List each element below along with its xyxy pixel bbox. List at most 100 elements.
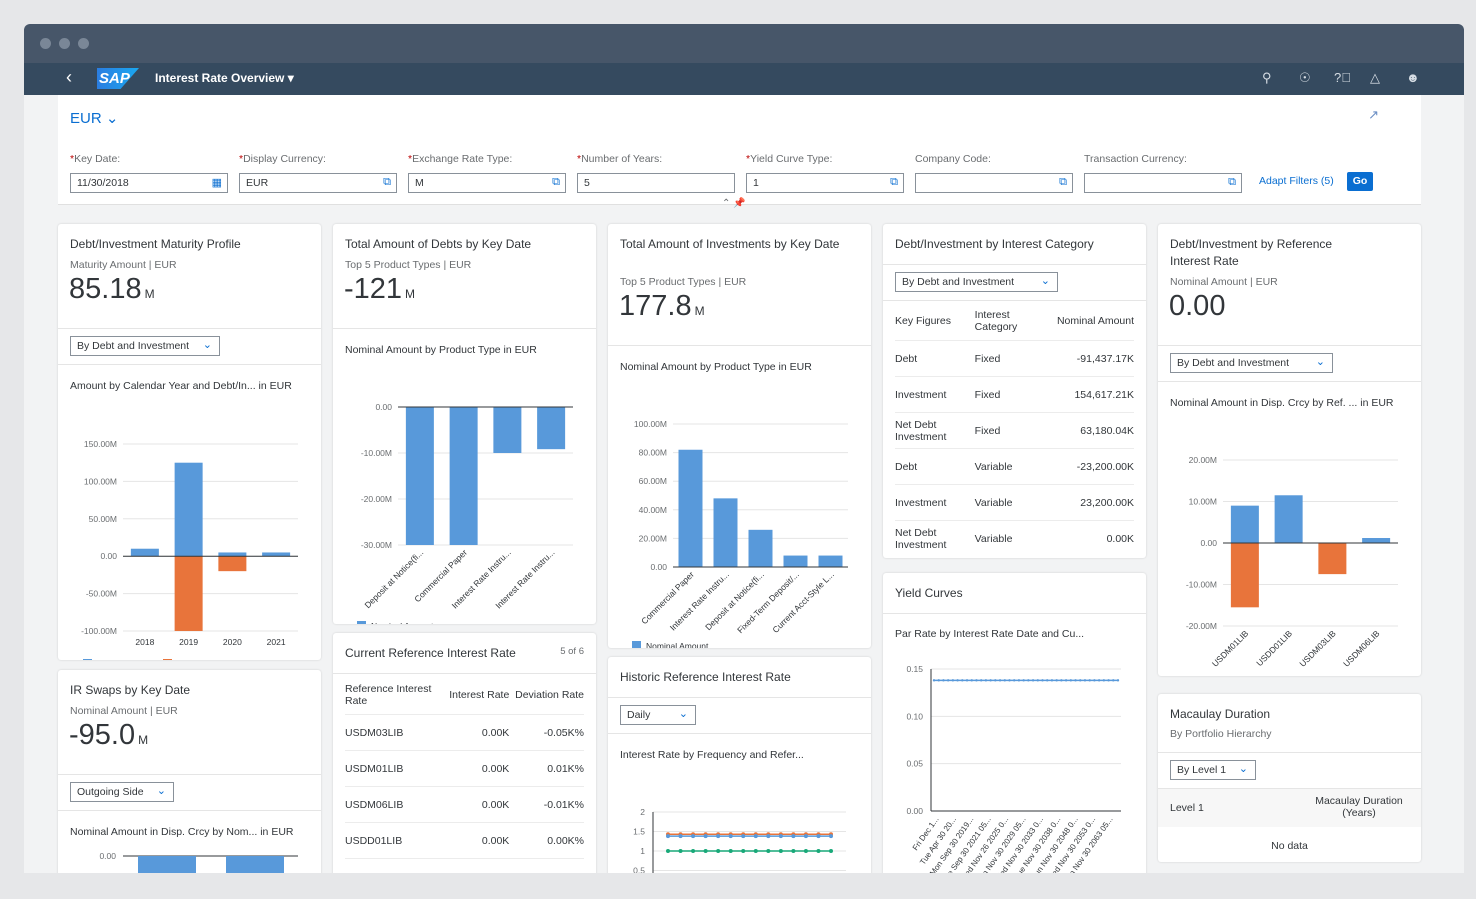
value-help-icon[interactable]: ⧉ [552,176,560,188]
bar[interactable] [174,462,203,557]
data-point[interactable] [1003,679,1006,682]
data-point[interactable] [753,849,758,853]
data-point[interactable] [1112,679,1115,682]
data-point[interactable] [970,679,973,682]
table-row[interactable]: Investment Variable 23,200.00K [895,484,1134,520]
data-point[interactable] [753,834,758,839]
data-point[interactable] [951,679,955,682]
data-point[interactable] [703,834,708,839]
data-point[interactable] [1022,679,1025,682]
data-point[interactable] [1088,679,1091,682]
data-point[interactable] [1013,679,1016,682]
notifications-bell-icon[interactable]: △ [1370,70,1380,85]
table-row[interactable]: Net Debt Investment Variable 0.00K [895,520,1134,556]
table-row[interactable]: USDM06LIB 0.00K -0.01K% [345,786,584,822]
data-point[interactable] [979,679,983,682]
data-point[interactable] [803,849,808,853]
filter-input[interactable]: M ⧉ [408,173,566,193]
bar[interactable] [130,548,159,557]
data-point[interactable] [1036,679,1039,682]
data-point[interactable] [932,679,936,682]
frequency-select[interactable]: Daily ⌄ [620,705,696,725]
data-point[interactable] [816,849,821,853]
bar[interactable] [218,556,247,572]
data-point[interactable] [728,834,733,839]
bar[interactable] [1230,505,1259,543]
data-point[interactable] [1027,679,1030,682]
data-point[interactable] [1050,679,1054,682]
calendar-icon[interactable]: ▦ [211,177,222,189]
data-point[interactable] [998,679,1002,682]
table-row[interactable]: USDM01LIB 0.00K 0.01K% [345,750,584,786]
data-point[interactable] [703,849,708,853]
table-row[interactable]: USDM03LIB 0.00K -0.05K% [345,714,584,750]
adapt-filters-link[interactable]: Adapt Filters (5) [1259,175,1334,187]
bar[interactable] [713,498,738,567]
data-point[interactable] [666,849,670,853]
data-point[interactable] [1017,679,1021,682]
copilot-icon[interactable]: ☉ [1299,70,1311,85]
data-point[interactable] [1074,679,1077,682]
bar[interactable] [1362,538,1391,543]
card-reference-interest-rate[interactable]: Debt/Investment by Reference Interest Ra… [1158,224,1421,676]
bar[interactable] [678,449,703,567]
data-point[interactable] [1008,679,1011,682]
bar[interactable] [493,407,522,453]
filter-input[interactable]: 11/30/2018 ▦ [70,173,228,193]
value-help-icon[interactable]: ⧉ [1059,176,1067,188]
data-point[interactable] [942,679,945,682]
bar[interactable] [537,407,566,450]
data-point[interactable] [1031,679,1035,682]
data-point[interactable] [946,679,950,682]
maturity-bar-chart[interactable]: 150.00M 100.00M 50.00M 0.00 -50.00M -100.00M 2… [58,404,321,660]
value-help-icon[interactable]: ⧉ [1228,176,1236,188]
column-header[interactable]: Nominal Amount [1056,315,1135,327]
column-header[interactable]: Interest Rate [449,689,510,701]
help-icon[interactable]: ?⃝ [1334,70,1351,85]
window-close-dot[interactable] [40,38,51,49]
investments-bar-chart[interactable]: 100.00M80.00M60.00M40.00M20.00M0.00Comme… [608,386,871,648]
legend-swatch[interactable] [83,659,92,660]
legend-swatch[interactable] [357,621,366,624]
maturity-view-select[interactable]: By Debt and Investment ⌄ [70,336,220,356]
bar[interactable] [449,407,478,545]
table-row[interactable]: Investment Fixed 154,617.21K [895,376,1134,412]
search-icon[interactable]: ⚲ [1262,70,1272,85]
data-point[interactable] [1046,679,1049,682]
legend-swatch[interactable] [163,659,172,660]
data-point[interactable] [666,834,670,839]
data-point[interactable] [1107,679,1110,682]
bar[interactable] [218,552,247,557]
data-point[interactable] [1060,679,1063,682]
table-row[interactable]: USDD01LIB 0.00K 0.00K% [345,822,584,858]
data-point[interactable] [1116,679,1120,682]
card-total-debts[interactable]: Total Amount of Debts by Key Date Top 5 … [333,224,596,624]
bar[interactable] [138,856,196,873]
data-point[interactable] [1064,679,1068,682]
data-point[interactable] [937,679,940,682]
filter-input[interactable]: ⧉ [1084,173,1242,193]
data-point[interactable] [678,849,683,853]
data-point[interactable] [741,834,746,839]
swaps-bar-chart[interactable]: 0.00 [58,850,321,873]
bar[interactable] [748,529,773,567]
bar[interactable] [174,556,203,631]
data-point[interactable] [766,849,771,853]
card-total-investments[interactable]: Total Amount of Investments by Key Date … [608,224,871,648]
bar[interactable] [1318,543,1347,575]
data-point[interactable] [829,849,833,853]
historic-line-chart[interactable]: 21.510.50 [608,772,871,873]
reference-view-select[interactable]: By Debt and Investment ⌄ [1170,353,1333,373]
data-point[interactable] [961,679,964,682]
data-point[interactable] [678,834,683,839]
variant-selector[interactable]: EUR ⌄ [70,109,118,127]
category-view-select[interactable]: By Debt and Investment ⌄ [895,272,1058,292]
card-historic-reference-rate[interactable]: Historic Reference Interest Rate Daily ⌄ … [608,657,871,873]
data-point[interactable] [956,679,959,682]
table-row[interactable]: Net Debt Investment Fixed 63,180.04K [895,412,1134,448]
data-point[interactable] [716,834,721,839]
legend-swatch[interactable] [632,641,641,648]
